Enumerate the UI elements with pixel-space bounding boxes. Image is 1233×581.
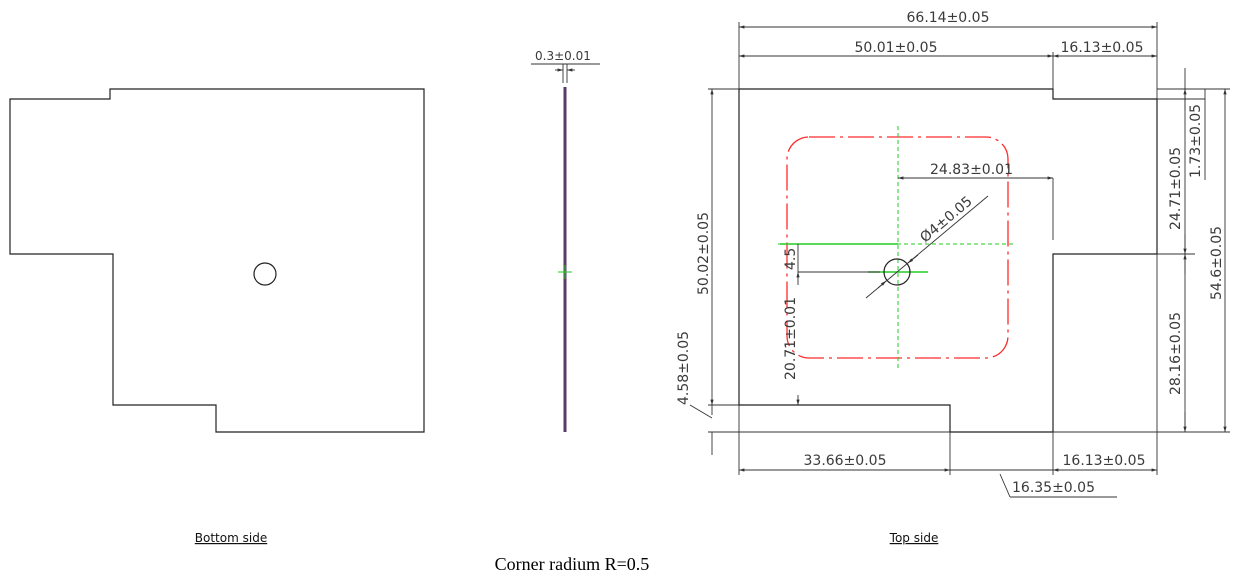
top-outline xyxy=(738,88,1158,433)
dim-4-5: 4.5 xyxy=(783,248,799,270)
dim-height-left: 50.02±0.05 xyxy=(696,212,712,295)
bottom-caption: Bottom side xyxy=(195,531,267,545)
top-caption: Top side xyxy=(889,531,939,545)
dim-upper-right-width: 16.13±0.05 xyxy=(1061,40,1144,56)
dim-right-step: 1.73±0.05 xyxy=(1188,104,1204,178)
top-view: Ø4±0.05 24.83±0.01 4.5 20.71±0.01 50.02±… xyxy=(676,10,1230,545)
side-view: 0.3±0.01 xyxy=(531,49,600,432)
dim-lower-mid-width: 16.35±0.05 xyxy=(1012,480,1095,496)
dim-overall-height: 54.6±0.05 xyxy=(1209,226,1225,300)
dim-lower-right-width: 16.13±0.05 xyxy=(1063,453,1146,469)
dim-overall-width: 66.14±0.05 xyxy=(907,10,990,26)
bottom-view: Bottom side xyxy=(9,88,425,545)
dim-right-upper-height: 24.71±0.05 xyxy=(1168,147,1184,230)
dim-hole-diameter: Ø4±0.05 xyxy=(917,193,975,246)
dim-lower-left-width: 33.66±0.05 xyxy=(804,453,887,469)
bottom-hole xyxy=(253,262,277,286)
dim-upper-left-width: 50.01±0.05 xyxy=(855,40,938,56)
dim-right-lower-height: 28.16±0.05 xyxy=(1168,312,1184,395)
dim-hole-offset-x: 24.83±0.01 xyxy=(930,162,1013,178)
corner-radius-note: Corner radium R=0.5 xyxy=(495,554,650,574)
dim-step-left: 4.58±0.05 xyxy=(676,331,692,405)
dim-thickness: 0.3±0.01 xyxy=(535,49,591,63)
bottom-outline xyxy=(9,88,425,433)
dim-hole-offset-y: 20.71±0.01 xyxy=(783,297,799,380)
top-hole xyxy=(883,258,911,286)
